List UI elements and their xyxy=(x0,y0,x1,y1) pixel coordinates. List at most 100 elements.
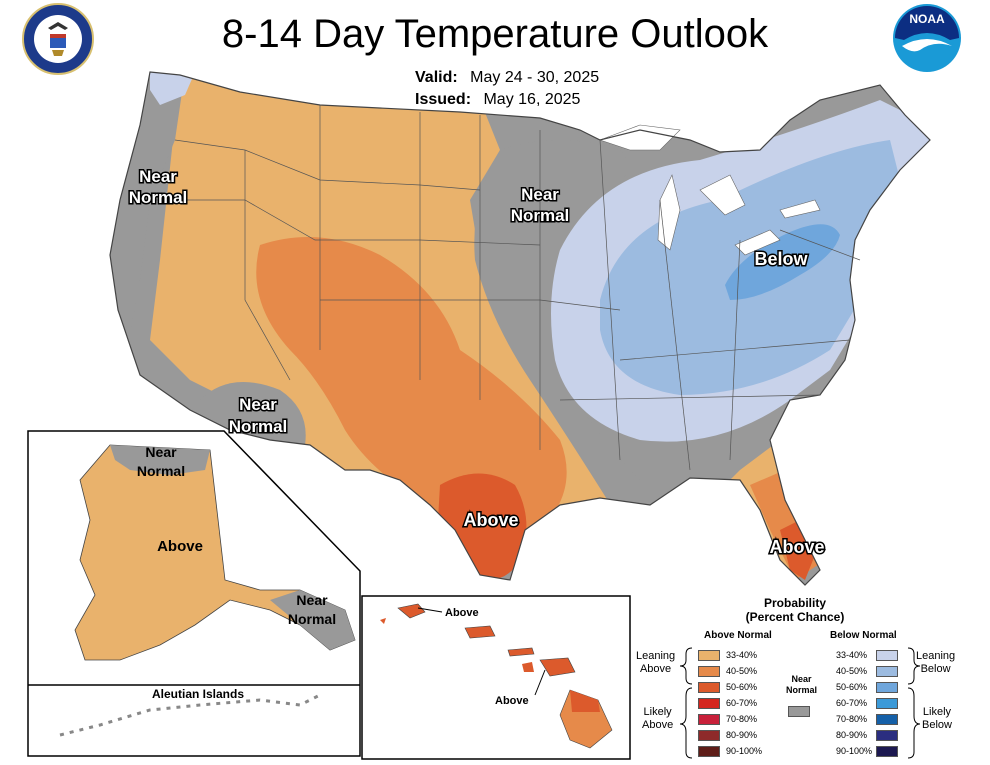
likely-below-line1: Likely xyxy=(922,706,952,718)
aleutian-chain xyxy=(59,693,321,737)
legend-above-row: 40-50% xyxy=(698,664,766,678)
legend-above-swatch xyxy=(698,649,720,661)
legend-leaning-above: Leaning Above xyxy=(636,650,675,676)
hi-label-above-2: Above xyxy=(495,695,529,707)
legend-near-swatch xyxy=(788,706,810,717)
legend-above-swatch xyxy=(698,665,720,677)
ak-label-near-north-1: Near xyxy=(145,444,177,460)
hi-label-above-1: Above xyxy=(445,607,479,619)
legend-below-swatch xyxy=(876,729,898,741)
commerce-seal-icon xyxy=(22,3,94,75)
legend-below-row: 90-100% xyxy=(836,744,898,758)
legend-above-label: 70-80% xyxy=(726,714,758,724)
legend-below-row: 33-40% xyxy=(836,648,898,662)
probability-legend: Probability (Percent Chance) Above Norma… xyxy=(630,592,960,762)
alaska-near-southeast xyxy=(270,590,355,650)
legend-above-swatch xyxy=(698,713,720,725)
legend-below-swatch xyxy=(876,713,898,725)
legend-below-row: 70-80% xyxy=(836,712,898,726)
legend-below-row: 40-50% xyxy=(836,664,898,678)
ak-label-near-se-2: Normal xyxy=(288,611,336,627)
label-near-west-1: Near xyxy=(139,167,177,186)
legend-likely-below: Likely Below xyxy=(922,706,952,732)
issued-date: May 16, 2025 xyxy=(483,91,581,108)
kauai xyxy=(397,603,426,619)
noaa-logo-icon: NOAA xyxy=(893,4,961,72)
near-label-line1: Near xyxy=(791,674,812,684)
oahu xyxy=(464,625,496,639)
legend-below-label: 50-60% xyxy=(836,682,868,692)
legend-below-header: Below Normal xyxy=(830,630,897,641)
legend-title-line1: Probability xyxy=(763,596,826,610)
label-above-texas: Above xyxy=(463,510,518,530)
legend-below-swatch xyxy=(876,681,898,693)
leaning-below-line2: Below xyxy=(920,663,951,675)
lake-huron xyxy=(699,174,746,216)
legend-above-row: 50-60% xyxy=(698,680,766,694)
valid-line: Valid: May 24 - 30, 2025 xyxy=(415,69,599,87)
legend-below-row: 60-70% xyxy=(836,696,898,710)
state-boundaries xyxy=(145,105,861,471)
ak-label-near-north-2: Normal xyxy=(137,463,185,479)
legend-above-row: 90-100% xyxy=(698,744,766,758)
likely-above-line1: Likely xyxy=(643,706,672,718)
legend-above-swatch xyxy=(698,681,720,693)
legend-above-swatch xyxy=(698,697,720,709)
legend-title: Probability (Percent Chance) xyxy=(630,596,960,624)
molokai xyxy=(507,647,535,657)
legend-above-row: 80-90% xyxy=(698,728,766,742)
legend-below-label: 70-80% xyxy=(836,714,868,724)
ak-label-above: Above xyxy=(157,538,203,555)
legend-above-header: Above Normal xyxy=(704,630,772,641)
lake-erie xyxy=(734,229,781,256)
valid-label: Valid: xyxy=(415,69,458,86)
legend-below-label: 40-50% xyxy=(836,666,868,676)
legend-braces xyxy=(679,647,921,759)
legend-above-label: 80-90% xyxy=(726,730,758,740)
label-below: Below xyxy=(754,249,808,269)
label-near-central-2: Normal xyxy=(511,206,570,225)
likely-above-line2: Above xyxy=(642,719,674,731)
legend-below-swatch xyxy=(876,665,898,677)
ak-label-near-se-1: Near xyxy=(296,592,328,608)
legend-above-label: 50-60% xyxy=(726,682,758,692)
legend-below-row: 80-90% xyxy=(836,728,898,742)
conus-border xyxy=(109,71,931,586)
lake-ontario xyxy=(779,199,821,219)
valid-dates: May 24 - 30, 2025 xyxy=(470,69,600,86)
legend-below-swatch xyxy=(876,745,898,757)
noaa-text: NOAA xyxy=(909,12,945,26)
leaning-above-line1: Leaning xyxy=(636,650,676,662)
label-above-florida: Above xyxy=(769,537,824,557)
legend-above-label: 40-50% xyxy=(726,666,758,676)
legend-below-row: 50-60% xyxy=(836,680,898,694)
label-near-west-2: Normal xyxy=(129,188,188,207)
legend-above-row: 70-80% xyxy=(698,712,766,726)
legend-above-swatch xyxy=(698,729,720,741)
legend-above-row: 33-40% xyxy=(698,648,766,662)
near-label-line2: Normal xyxy=(786,685,818,695)
below-strong-ohio-valley xyxy=(725,224,840,300)
legend-leaning-below: Leaning Below xyxy=(916,650,955,676)
legend-above-label: 90-100% xyxy=(726,746,763,756)
legend-below-label: 80-90% xyxy=(836,730,868,740)
maui xyxy=(539,657,576,677)
legend-below-swatch xyxy=(876,649,898,661)
page-title: 8-14 Day Temperature Outlook xyxy=(221,12,769,56)
aleutian-title: Aleutian Islands xyxy=(152,687,244,701)
lake-superior xyxy=(599,124,681,151)
near-normal-central xyxy=(474,140,660,520)
legend-above-row: 60-70% xyxy=(698,696,766,710)
legend-below-label: 60-70% xyxy=(836,698,868,708)
hawaii-inset: Above Above xyxy=(361,595,631,760)
legend-below-label: 33-40% xyxy=(836,650,868,660)
issued-label: Issued: xyxy=(415,91,472,108)
legend-above-label: 33-40% xyxy=(726,650,758,660)
alaska-inset: Near Normal Above Near Normal Aleutian I… xyxy=(27,430,361,757)
legend-near-normal: Near Normal xyxy=(786,674,817,696)
legend-below-swatch xyxy=(876,697,898,709)
above-likely-southcentral xyxy=(256,237,567,532)
legend-title-line2: (Percent Chance) xyxy=(745,610,845,624)
